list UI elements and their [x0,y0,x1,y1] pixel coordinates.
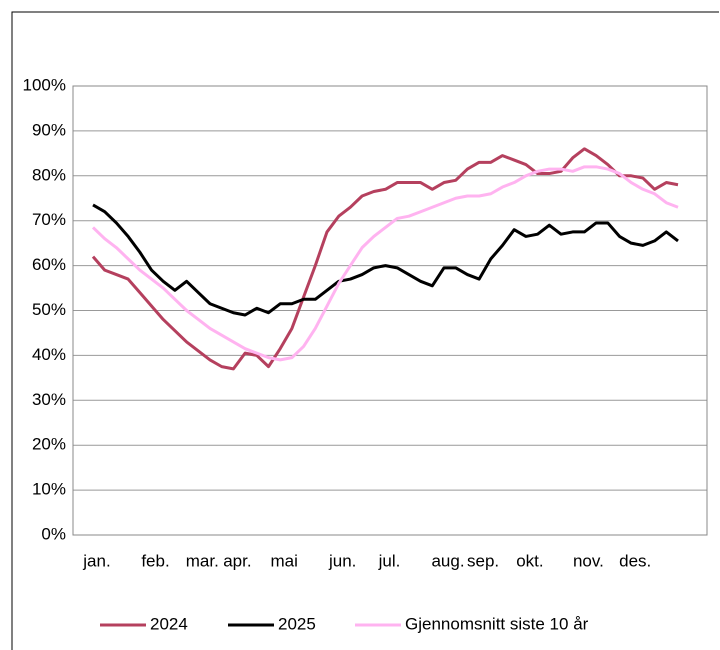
y-tick-label: 30% [32,390,66,409]
x-tick-label: aug. [431,551,464,570]
legend-label: 2025 [278,614,316,633]
y-tick-label: 40% [32,345,66,364]
y-tick-label: 100% [23,75,66,94]
series-line [91,165,679,362]
y-tick-label: 80% [32,165,66,184]
series-line [92,203,679,317]
x-tick-label: jun. [328,551,356,570]
x-tick-label: feb. [141,551,169,570]
series-line [91,147,679,371]
y-tick-label: 10% [32,480,66,499]
x-tick-label: okt. [516,551,543,570]
y-tick-label: 0% [41,524,66,543]
frame [11,11,719,650]
x-tick-label: mai [270,551,297,570]
y-tick-label: 60% [32,255,66,274]
x-tick-label: jul. [378,551,401,570]
y-tick-label: 90% [32,120,66,139]
plot-area [72,85,708,536]
y-tick-label: 20% [32,435,66,454]
y-tick-label: 70% [32,210,66,229]
x-tick-label: nov. [573,551,604,570]
x-tick-label: mar. [186,551,219,570]
legend-label: 2024 [150,614,188,633]
y-tick-label: 50% [32,300,66,319]
x-tick-label: des. [619,551,651,570]
x-tick-label: jan. [82,551,110,570]
x-tick-label: sep. [467,551,499,570]
x-tick-label: apr. [223,551,251,570]
legend-label: Gjennomsnitt siste 10 år [405,614,589,633]
